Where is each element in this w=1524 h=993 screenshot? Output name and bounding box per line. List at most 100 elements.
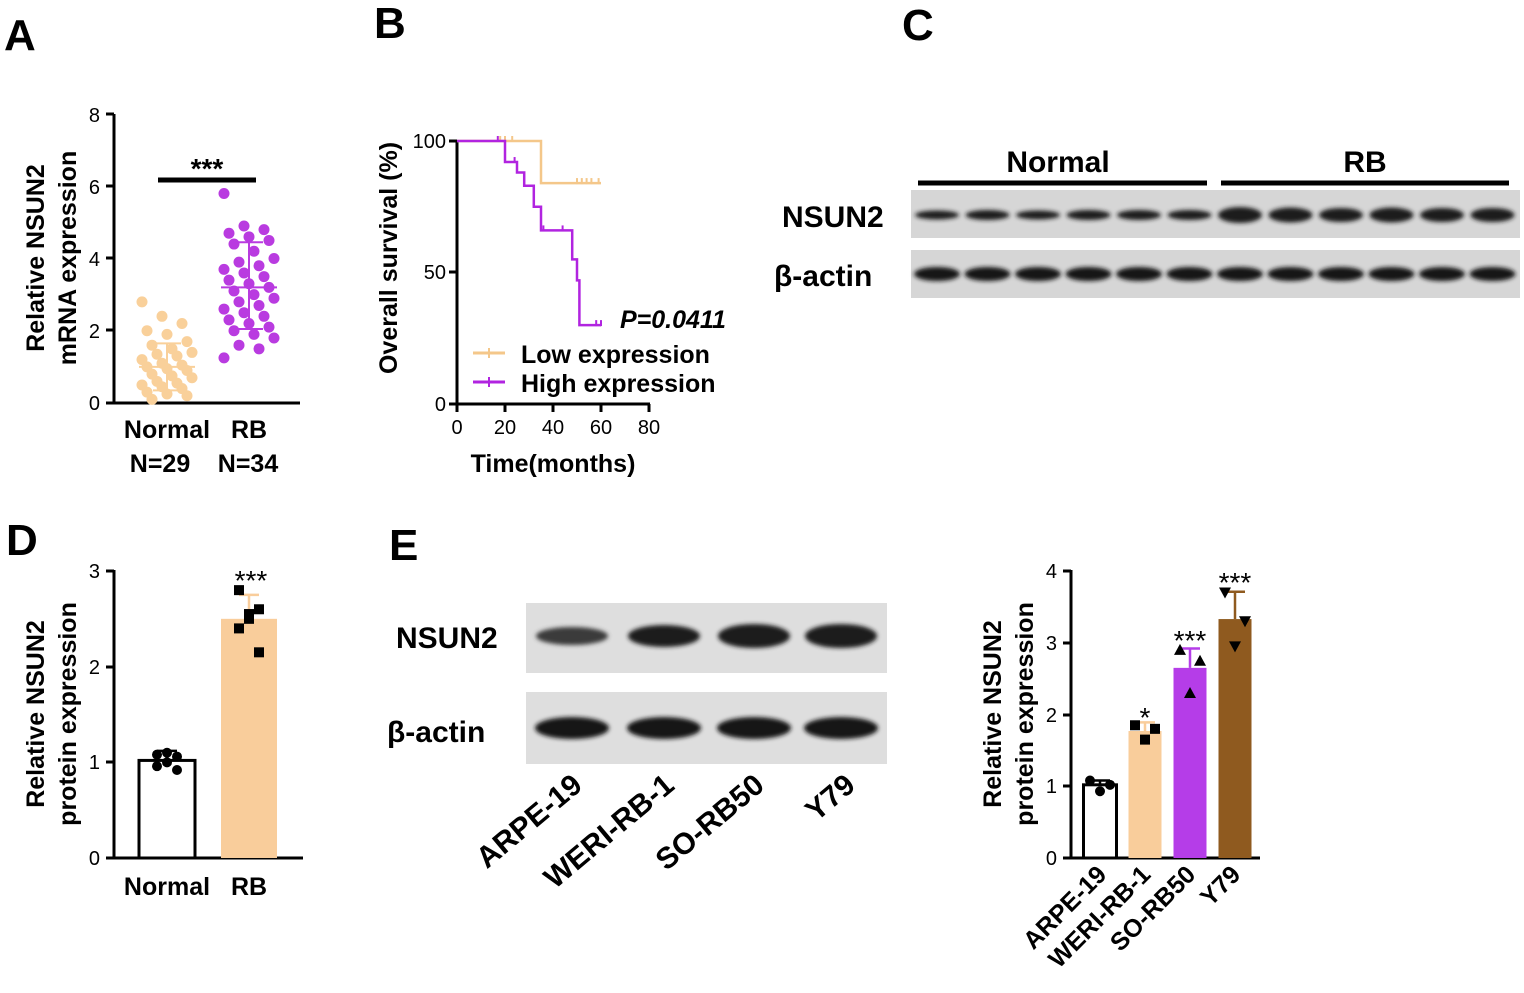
data-point (254, 604, 264, 615)
panel-b-xlabel: Time(months) (471, 450, 636, 478)
panel-b-ytick-label: 50 (424, 262, 446, 284)
panel-b-xticks: 0 20 40 60 80 (451, 404, 660, 439)
data-point (141, 325, 153, 337)
panel-d-ylabel-1: Relative NSUN2 (22, 620, 50, 808)
actin-band (804, 717, 878, 739)
panel-b-xtick-label: 0 (451, 417, 462, 439)
data-point (238, 307, 250, 319)
panel-c-group-normal: Normal (1006, 146, 1109, 179)
panel-a-ytick-label: 4 (89, 249, 100, 271)
bar-so-rb50 (1173, 667, 1207, 858)
nsun2-band (965, 210, 1010, 220)
nsun2-band (1369, 207, 1414, 223)
panel-e-row1-label: NSUN2 (396, 622, 498, 655)
panel-b-xtick-label: 60 (590, 417, 612, 439)
panel-a-group1-name: Normal (124, 416, 210, 444)
data-point (223, 227, 235, 239)
panel-e-lane-label: Y79 (799, 768, 861, 828)
panel-a-ytick-label: 2 (89, 321, 100, 343)
actin-band (1318, 267, 1364, 281)
nsun2-band (1117, 210, 1161, 220)
data-point (268, 332, 280, 344)
panel-d-yticks: 3 2 1 0 (89, 561, 114, 870)
legend-high-label: High expression (521, 370, 716, 398)
panel-b-curves (457, 136, 602, 327)
panel-e-label: E (389, 521, 418, 570)
actin-band (1368, 267, 1415, 281)
actin-band (535, 717, 609, 739)
legend-low-label: Low expression (521, 341, 710, 369)
panel-c-row2-label: β-actin (774, 260, 872, 293)
panel-d-ytick-label: 0 (89, 848, 100, 870)
panel-a-group2-n: N=34 (218, 450, 279, 478)
panel-e-ytick-label: 1 (1046, 776, 1057, 798)
data-point (151, 348, 163, 360)
panel-b-ytick-label: 0 (435, 394, 446, 416)
data-point (248, 289, 260, 301)
panel-e-ytick-label: 3 (1046, 633, 1057, 655)
panel-a-ylabel-1: Relative NSUN2 (22, 164, 50, 352)
data-point (234, 585, 244, 596)
panel-d-ytick-label: 1 (89, 752, 100, 774)
data-point (146, 393, 158, 405)
data-point (233, 339, 245, 351)
data-point (172, 751, 182, 762)
panel-c-row1-label: NSUN2 (782, 201, 884, 234)
data-point (258, 271, 270, 283)
panel-b-xtick-label: 40 (542, 417, 564, 439)
nsun2-band (628, 625, 700, 647)
data-point (248, 245, 260, 257)
data-point (268, 292, 280, 304)
actin-band (964, 267, 1011, 281)
panel-e-sig: * (1140, 702, 1151, 733)
data-point (243, 231, 255, 243)
panel-e-bands (535, 624, 878, 739)
data-point (152, 749, 162, 760)
data-point (223, 274, 235, 286)
data-point (258, 224, 270, 236)
panel-e: E NSUN2 β-actin ARPE-19 WERI-RB-1 SO-RB5… (387, 521, 887, 895)
data-point (171, 350, 183, 362)
panel-d-ylabel-2: protein expression (54, 602, 82, 826)
panel-b-pvalue: P=0.0411 (620, 306, 726, 334)
data-point (218, 352, 230, 364)
panel-e-ytick-label: 2 (1046, 705, 1057, 727)
panel-d: D 3 2 1 0 Relative NSUN2 protein express… (6, 516, 303, 901)
data-point (186, 372, 198, 384)
data-point (176, 318, 188, 330)
panel-a-group2-name: RB (231, 416, 267, 444)
panel-d-cat2: RB (231, 873, 267, 901)
panel-e-ylabel-2: protein expression (1011, 602, 1039, 826)
panel-a-ytick-label: 6 (89, 177, 100, 199)
panel-a-ylabel-2: mRNA expression (54, 151, 82, 365)
panel-e-bars (1082, 587, 1252, 860)
data-point (1219, 587, 1231, 599)
panel-a-ytick-label: 0 (89, 393, 100, 415)
data-point (136, 296, 148, 308)
panel-c-group-rb: RB (1343, 146, 1386, 179)
nsun2-band (718, 624, 790, 648)
data-point (253, 260, 265, 272)
panel-b-ytick-label: 100 (413, 131, 446, 153)
data-point (238, 267, 250, 279)
data-point (234, 623, 244, 634)
panel-b-yticks: 100 50 0 (413, 131, 457, 416)
panel-a-label: A (4, 11, 36, 60)
panel-c: C Normal RB NSUN2 β-actin (774, 1, 1520, 298)
nsun2-band (1218, 207, 1262, 223)
bar-y79 (1218, 619, 1252, 858)
data-point (1130, 720, 1140, 731)
nsun2-band (536, 627, 608, 645)
panel-b-label: B (374, 0, 406, 48)
panel-e-sig: *** (1174, 625, 1207, 656)
panel-c-label: C (902, 1, 934, 50)
data-point (218, 187, 230, 199)
data-point (1184, 686, 1196, 698)
actin-band (1469, 267, 1516, 281)
panel-e-yticks: 4 3 2 1 0 (1046, 561, 1071, 870)
panel-c-bands (914, 207, 1516, 281)
nsun2-band (915, 210, 959, 220)
actin-band (1217, 267, 1263, 281)
data-point (233, 256, 245, 268)
